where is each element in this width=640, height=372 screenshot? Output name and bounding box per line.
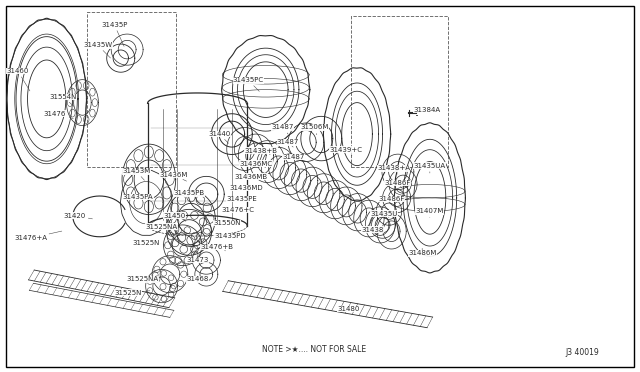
Text: NOTE >★.... NOT FOR SALE: NOTE >★.... NOT FOR SALE [262, 344, 365, 353]
Text: 31439+C: 31439+C [329, 147, 362, 155]
Text: 31384A: 31384A [413, 107, 441, 113]
Text: 31506M: 31506M [301, 125, 329, 135]
Text: 31486F: 31486F [385, 180, 411, 188]
Text: 31435PC: 31435PC [233, 77, 264, 92]
Text: 31438+B: 31438+B [244, 148, 278, 154]
Text: 31435U: 31435U [370, 211, 397, 218]
Text: 31525NA: 31525NA [145, 224, 178, 231]
Text: 31436MD: 31436MD [230, 185, 264, 191]
Text: 31487: 31487 [282, 154, 305, 162]
Text: 31435W: 31435W [83, 42, 113, 58]
Text: 31554N: 31554N [49, 94, 77, 106]
Text: 31420: 31420 [63, 213, 92, 219]
Text: 31436MC: 31436MC [239, 161, 273, 167]
Text: 31487: 31487 [277, 139, 300, 147]
Text: 31486F: 31486F [378, 196, 404, 203]
Text: 31476: 31476 [44, 111, 74, 119]
Text: 31476+B: 31476+B [200, 244, 233, 251]
Text: 31550N: 31550N [214, 220, 241, 226]
Text: 31438: 31438 [361, 227, 383, 233]
Text: 31436M: 31436M [159, 172, 188, 181]
Text: 31435UA: 31435UA [414, 163, 446, 173]
Text: 31440: 31440 [208, 131, 230, 143]
Text: 31438+A: 31438+A [377, 165, 410, 174]
Text: 31435PB: 31435PB [173, 190, 205, 197]
Text: 31525N: 31525N [115, 290, 150, 296]
Text: 31435PE: 31435PE [227, 196, 257, 202]
Text: 31435PD: 31435PD [215, 233, 246, 239]
Text: 31468: 31468 [186, 276, 209, 282]
Text: 31435P: 31435P [101, 22, 127, 46]
Text: 31473: 31473 [186, 257, 209, 263]
Text: 31453M: 31453M [122, 168, 150, 180]
Text: 31407M: 31407M [415, 208, 444, 218]
Text: 31525N: 31525N [132, 240, 165, 246]
Text: 31487: 31487 [272, 125, 294, 134]
Text: 31450: 31450 [163, 213, 186, 221]
Text: 31480: 31480 [337, 304, 360, 312]
Text: J3 40019: J3 40019 [565, 347, 598, 356]
Text: 31525NA: 31525NA [127, 276, 164, 282]
Text: 31476+C: 31476+C [221, 207, 255, 213]
Text: 31435PA: 31435PA [123, 194, 154, 203]
Text: 31460: 31460 [7, 68, 30, 91]
Text: 31476+A: 31476+A [15, 231, 62, 241]
Text: 31486M: 31486M [408, 248, 436, 256]
Text: 31436MB: 31436MB [234, 174, 268, 180]
